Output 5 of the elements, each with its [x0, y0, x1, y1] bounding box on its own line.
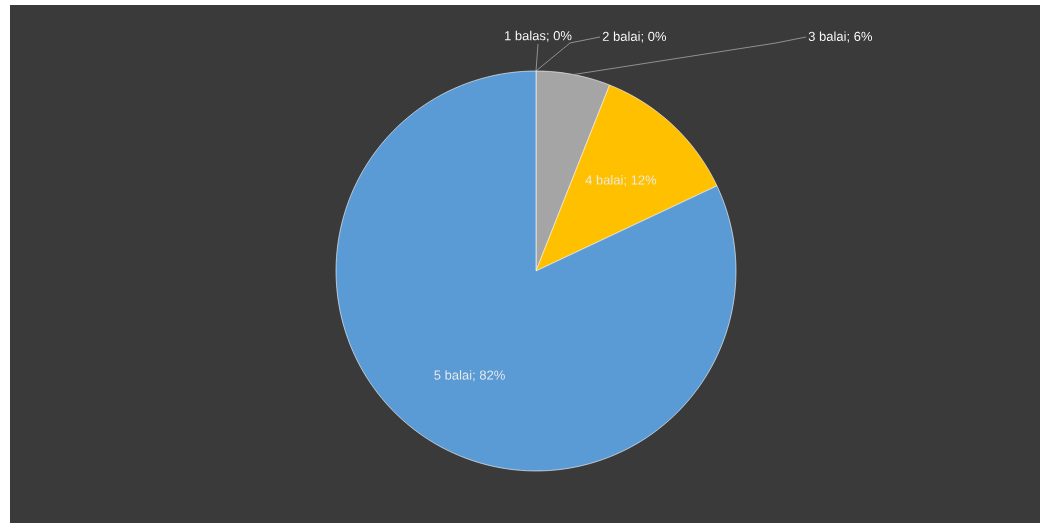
category-label: 2 balai; 0% — [602, 31, 667, 43]
category-label: 1 balas; 0% — [505, 30, 572, 42]
slice-label: 3 balai; 6% — [808, 31, 873, 43]
slice-label: 4 balai; 12% — [585, 175, 657, 187]
slice-label: 5 balai; 82% — [434, 370, 505, 382]
